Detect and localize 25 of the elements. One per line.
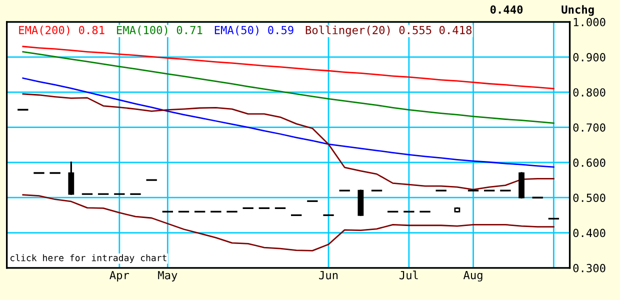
y-tick-label: 0.300 (573, 264, 606, 272)
x-tick-label: Aug (463, 271, 482, 282)
x-tick-label: May (158, 271, 178, 282)
line-series (22, 51, 554, 124)
text: EMA(100) 0.71 (117, 26, 202, 36)
text: 0.440 (490, 5, 523, 14)
x-tick-label: Jul (399, 270, 418, 280)
x-tick-label: Jun (319, 271, 338, 280)
text: EMA(50) 0.59 (214, 26, 294, 36)
y-tick-label: 0.800 (573, 88, 606, 97)
x-tick-label: Apr (110, 271, 130, 282)
line-series (22, 194, 554, 252)
annotation: click here for intraday chart (10, 254, 166, 263)
line-series (22, 93, 554, 190)
y-tick-label: 0.600 (573, 158, 606, 167)
y-tick-label: 0.900 (573, 53, 606, 62)
y-tick-label: 0.400 (573, 228, 606, 238)
text: Bollinger(20) 0.555 0.418 (306, 26, 472, 36)
line-series (22, 46, 554, 90)
y-tick-label: 1.000 (574, 18, 606, 26)
series-label: EMA(200) 0.81 (19, 26, 104, 36)
y-tick-label: 0.700 (573, 123, 606, 132)
text: Unchg (562, 5, 594, 16)
line-series (22, 77, 554, 168)
y-tick-label: 0.500 (573, 194, 606, 202)
